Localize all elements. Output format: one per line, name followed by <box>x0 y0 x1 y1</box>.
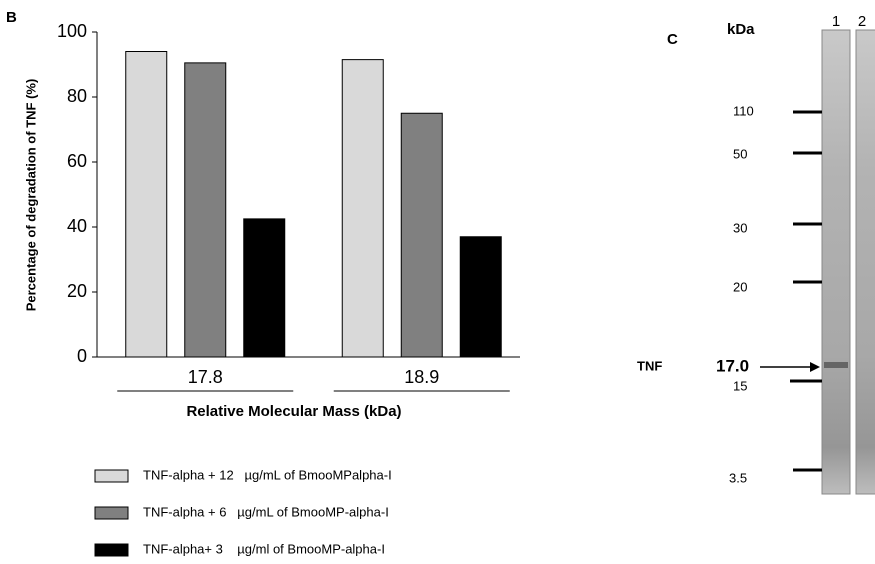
marker-ticks <box>790 112 822 470</box>
y-tick-label: 0 <box>77 346 87 366</box>
x-tick-label: 18.9 <box>404 367 439 387</box>
lane-label: 1 <box>832 13 840 30</box>
y-tick-label: 60 <box>67 151 87 171</box>
bar <box>460 237 501 357</box>
gel-lane <box>822 30 850 494</box>
x-axis-label: Relative Molecular Mass (kDa) <box>186 403 401 420</box>
marker-label: 50 <box>733 146 747 161</box>
bar <box>244 219 285 357</box>
chart-area: 0 20 40 60 80 100 17.8 18.9 TNF-alpha + 12 µg/mL… <box>57 21 510 557</box>
y-tick-label: 100 <box>57 21 87 41</box>
y-axis-label: Percentage of degradation of TNF (%) <box>23 79 38 312</box>
band-label: TNF <box>637 358 662 373</box>
legend-swatch <box>95 507 128 519</box>
legend-label: TNF-alpha + 12 µg/mL of BmooMPalpha-I <box>143 467 392 482</box>
marker-label: 30 <box>733 220 747 235</box>
y-tick-label: 20 <box>67 281 87 301</box>
y-tick-label: 40 <box>67 216 87 236</box>
legend-label: TNF-alpha+ 3 µg/ml of BmooMP-alpha-I <box>143 541 385 556</box>
y-tick-label: 80 <box>67 86 87 106</box>
bar <box>185 63 226 357</box>
gel-lane <box>856 30 875 494</box>
bar <box>342 60 383 357</box>
gel-band <box>824 362 848 368</box>
band-mass: 17.0 <box>716 356 749 375</box>
bar <box>401 113 442 357</box>
panel-letter: B <box>6 9 17 26</box>
marker-label: 20 <box>733 279 747 294</box>
x-tick-label: 17.8 <box>188 367 223 387</box>
bar <box>126 52 167 358</box>
legend-swatch <box>95 470 128 482</box>
arrow-head <box>810 362 820 372</box>
marker-label: 15 <box>733 378 747 393</box>
unit-label: kDa <box>727 21 755 38</box>
panel-letter: C <box>667 31 678 48</box>
legend-swatch <box>95 544 128 556</box>
lane-label: 2 <box>858 13 866 30</box>
gel-panel: C kDa 1 2 110 50 30 20 15 3.5 TNF 17.0 <box>637 13 875 494</box>
marker-label: 110 <box>733 103 754 118</box>
figure: B Percentage of degradation of TNF (%) R… <box>0 0 875 559</box>
legend-label: TNF-alpha + 6 µg/mL of BmooMP-alpha-I <box>143 504 389 519</box>
marker-label: 3.5 <box>729 470 747 485</box>
